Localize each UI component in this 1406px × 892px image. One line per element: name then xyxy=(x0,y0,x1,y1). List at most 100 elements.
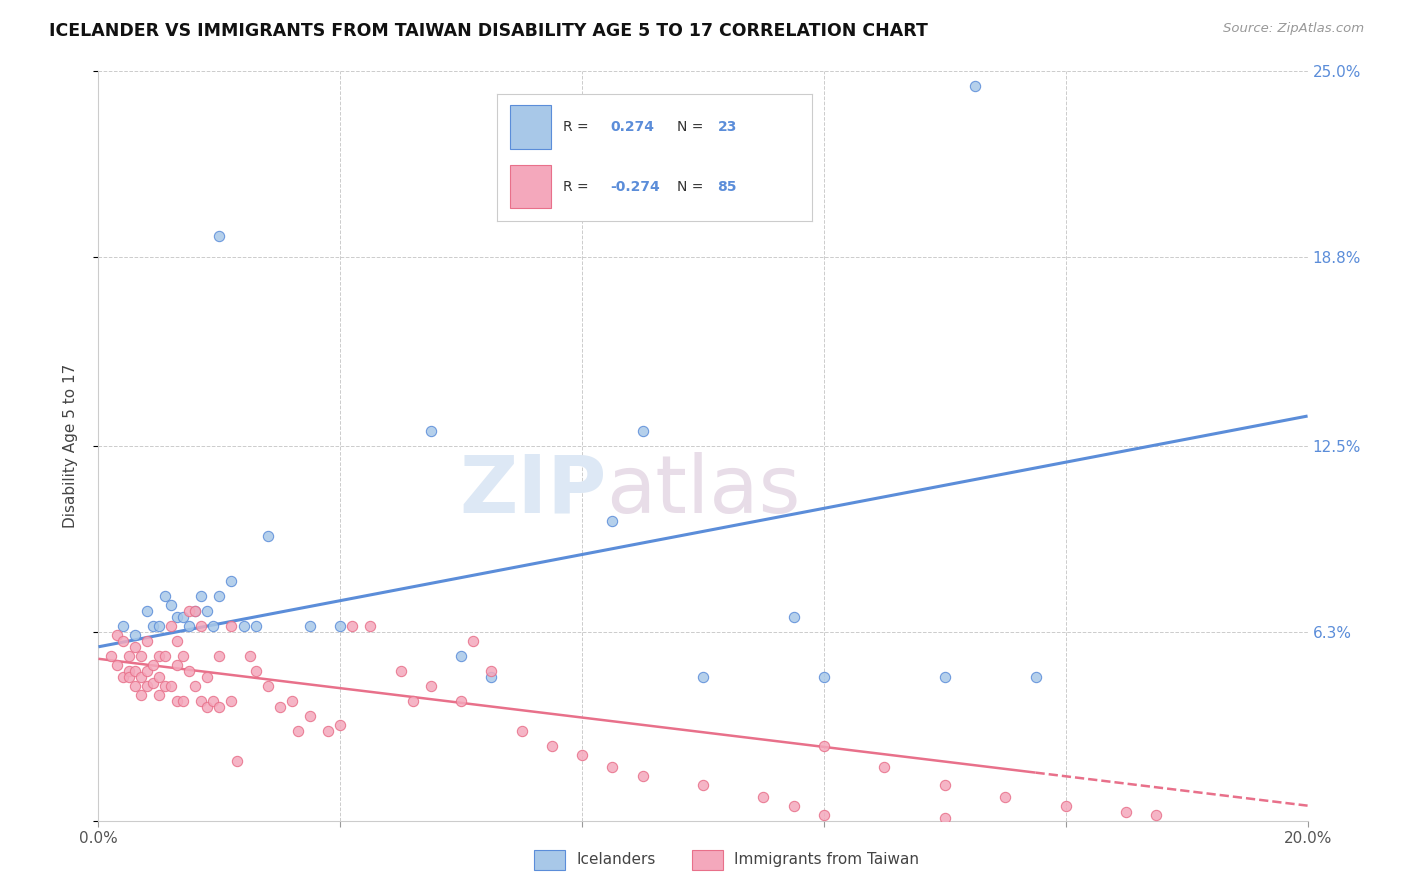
Point xyxy=(195,699,218,714)
Point xyxy=(245,664,267,678)
Point xyxy=(124,679,146,693)
Point xyxy=(256,529,278,543)
Point xyxy=(100,648,122,663)
Point xyxy=(142,675,165,690)
Point xyxy=(481,664,503,678)
Point xyxy=(420,424,443,438)
Point xyxy=(934,811,956,825)
Point xyxy=(118,670,141,684)
Point xyxy=(105,657,128,672)
Point xyxy=(602,514,624,528)
Point xyxy=(184,679,207,693)
Point xyxy=(316,723,339,738)
Point xyxy=(172,648,194,663)
Point xyxy=(129,688,152,702)
Point xyxy=(256,679,278,693)
Point xyxy=(692,778,714,792)
Point xyxy=(571,747,593,762)
Point xyxy=(402,694,425,708)
Point xyxy=(389,664,412,678)
Point xyxy=(148,648,170,663)
Point xyxy=(463,633,485,648)
Point xyxy=(202,694,225,708)
Point xyxy=(111,633,134,648)
Point xyxy=(179,664,201,678)
Point xyxy=(994,789,1017,804)
Point xyxy=(135,679,157,693)
Text: Icelanders: Icelanders xyxy=(576,853,655,867)
Point xyxy=(1115,805,1137,819)
Point xyxy=(166,657,188,672)
Point xyxy=(148,688,170,702)
Point xyxy=(166,694,188,708)
Point xyxy=(287,723,309,738)
Point xyxy=(179,619,201,633)
Point xyxy=(190,619,212,633)
Point xyxy=(135,664,157,678)
Point xyxy=(111,670,134,684)
Point xyxy=(226,754,249,768)
Point xyxy=(124,628,146,642)
Point xyxy=(124,640,146,654)
Point xyxy=(783,610,806,624)
Point xyxy=(481,670,503,684)
Point xyxy=(281,694,304,708)
Point xyxy=(965,79,987,94)
Point xyxy=(124,664,146,678)
Point xyxy=(208,699,231,714)
Y-axis label: Disability Age 5 to 17: Disability Age 5 to 17 xyxy=(63,364,77,528)
Point xyxy=(813,807,835,822)
Point xyxy=(111,619,134,633)
Point xyxy=(239,648,262,663)
Point xyxy=(153,589,176,603)
Point xyxy=(269,699,291,714)
Point xyxy=(1024,670,1046,684)
Point xyxy=(510,723,533,738)
Point xyxy=(783,798,806,813)
Point xyxy=(299,708,322,723)
Point xyxy=(148,670,170,684)
Point xyxy=(342,619,364,633)
Point xyxy=(172,694,194,708)
Point xyxy=(245,619,267,633)
Point xyxy=(184,604,207,618)
Point xyxy=(184,604,207,618)
Text: ICELANDER VS IMMIGRANTS FROM TAIWAN DISABILITY AGE 5 TO 17 CORRELATION CHART: ICELANDER VS IMMIGRANTS FROM TAIWAN DISA… xyxy=(49,22,928,40)
Point xyxy=(934,670,956,684)
Text: Source: ZipAtlas.com: Source: ZipAtlas.com xyxy=(1223,22,1364,36)
Point xyxy=(118,664,141,678)
Point xyxy=(420,679,443,693)
Point xyxy=(166,610,188,624)
Point xyxy=(195,604,218,618)
Point xyxy=(195,670,218,684)
Point xyxy=(202,619,225,633)
Point xyxy=(221,574,243,588)
Point xyxy=(160,598,183,612)
Point xyxy=(148,619,170,633)
Text: ZIP: ZIP xyxy=(458,452,606,530)
Point xyxy=(166,633,188,648)
Point xyxy=(631,424,654,438)
Point xyxy=(153,679,176,693)
Point xyxy=(129,670,152,684)
Point xyxy=(172,610,194,624)
Point xyxy=(135,633,157,648)
Point xyxy=(142,657,165,672)
Point xyxy=(360,619,382,633)
Point xyxy=(873,760,896,774)
Text: atlas: atlas xyxy=(606,452,800,530)
Point xyxy=(232,619,254,633)
Point xyxy=(813,739,835,753)
Point xyxy=(329,717,352,731)
Point xyxy=(142,619,165,633)
Point xyxy=(450,694,472,708)
Point xyxy=(208,229,231,244)
Point xyxy=(160,679,183,693)
Point xyxy=(752,789,775,804)
Point xyxy=(329,619,352,633)
Point xyxy=(208,589,231,603)
Point xyxy=(602,760,624,774)
Point xyxy=(105,628,128,642)
Point xyxy=(190,694,212,708)
Point xyxy=(221,694,243,708)
